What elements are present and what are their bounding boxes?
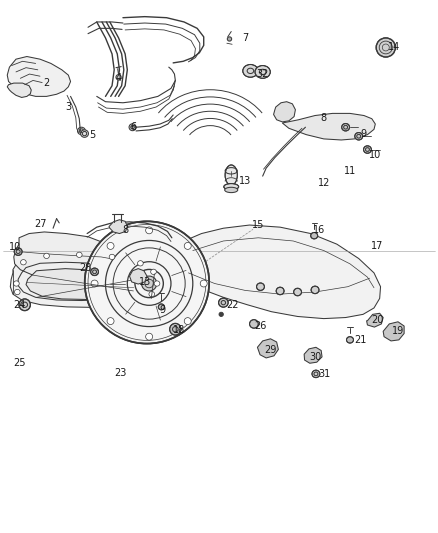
Polygon shape bbox=[304, 348, 322, 364]
Ellipse shape bbox=[129, 124, 136, 131]
Text: 10: 10 bbox=[9, 243, 21, 252]
Text: 13: 13 bbox=[139, 278, 151, 287]
Ellipse shape bbox=[146, 333, 152, 340]
Ellipse shape bbox=[276, 287, 284, 295]
Text: 24: 24 bbox=[13, 300, 25, 310]
Polygon shape bbox=[130, 269, 147, 284]
Ellipse shape bbox=[141, 276, 157, 291]
Ellipse shape bbox=[14, 289, 20, 295]
Ellipse shape bbox=[14, 281, 19, 286]
Text: 22: 22 bbox=[226, 300, 238, 310]
Polygon shape bbox=[11, 254, 159, 308]
Ellipse shape bbox=[91, 280, 98, 287]
Ellipse shape bbox=[85, 221, 209, 344]
Text: 8: 8 bbox=[321, 112, 327, 123]
Ellipse shape bbox=[184, 318, 191, 325]
Text: 26: 26 bbox=[254, 321, 267, 331]
Text: 27: 27 bbox=[35, 219, 47, 229]
Ellipse shape bbox=[311, 232, 318, 239]
Ellipse shape bbox=[346, 337, 353, 343]
Ellipse shape bbox=[107, 243, 114, 249]
Ellipse shape bbox=[243, 64, 258, 77]
Text: 5: 5 bbox=[89, 130, 95, 140]
Ellipse shape bbox=[21, 260, 26, 265]
Text: 25: 25 bbox=[13, 358, 25, 368]
Ellipse shape bbox=[312, 370, 320, 377]
Text: 16: 16 bbox=[313, 225, 325, 236]
Ellipse shape bbox=[293, 288, 301, 296]
Ellipse shape bbox=[78, 127, 85, 135]
Ellipse shape bbox=[376, 38, 396, 57]
Ellipse shape bbox=[19, 299, 30, 311]
Text: 20: 20 bbox=[371, 314, 383, 325]
Polygon shape bbox=[7, 56, 71, 96]
Ellipse shape bbox=[219, 312, 223, 317]
Polygon shape bbox=[383, 322, 404, 341]
Text: 14: 14 bbox=[388, 43, 400, 52]
Text: 4: 4 bbox=[116, 73, 122, 83]
Ellipse shape bbox=[81, 130, 88, 138]
Ellipse shape bbox=[91, 268, 99, 276]
Text: 17: 17 bbox=[371, 241, 383, 251]
Text: 9: 9 bbox=[159, 305, 165, 315]
Text: 19: 19 bbox=[392, 326, 404, 336]
Ellipse shape bbox=[109, 254, 115, 260]
Text: 3: 3 bbox=[65, 102, 71, 112]
Ellipse shape bbox=[44, 253, 49, 259]
Ellipse shape bbox=[200, 280, 207, 287]
Ellipse shape bbox=[154, 281, 160, 286]
Text: 12: 12 bbox=[318, 177, 330, 188]
Text: 7: 7 bbox=[242, 33, 248, 43]
Text: 6: 6 bbox=[131, 122, 137, 132]
Text: 9: 9 bbox=[360, 128, 366, 139]
Text: 23: 23 bbox=[115, 368, 127, 378]
Text: 11: 11 bbox=[344, 166, 356, 176]
Ellipse shape bbox=[158, 304, 164, 310]
Ellipse shape bbox=[138, 261, 143, 266]
Ellipse shape bbox=[146, 227, 152, 234]
Text: 21: 21 bbox=[355, 335, 367, 345]
Ellipse shape bbox=[225, 165, 237, 185]
Text: 31: 31 bbox=[318, 369, 331, 379]
Polygon shape bbox=[184, 225, 381, 319]
Text: 2: 2 bbox=[43, 78, 49, 88]
Ellipse shape bbox=[107, 318, 114, 325]
Text: 30: 30 bbox=[310, 352, 322, 362]
Ellipse shape bbox=[342, 124, 350, 131]
Text: 8: 8 bbox=[122, 225, 128, 236]
Ellipse shape bbox=[311, 286, 319, 294]
Ellipse shape bbox=[149, 292, 155, 297]
Text: 32: 32 bbox=[257, 69, 269, 79]
Ellipse shape bbox=[184, 243, 191, 249]
Polygon shape bbox=[26, 269, 135, 300]
Polygon shape bbox=[14, 232, 112, 278]
Polygon shape bbox=[109, 220, 127, 233]
Text: 29: 29 bbox=[264, 345, 277, 356]
Polygon shape bbox=[7, 83, 31, 98]
Ellipse shape bbox=[227, 37, 232, 41]
Ellipse shape bbox=[364, 146, 371, 154]
Ellipse shape bbox=[257, 283, 265, 290]
Ellipse shape bbox=[250, 320, 258, 328]
Ellipse shape bbox=[170, 324, 181, 335]
Ellipse shape bbox=[77, 252, 82, 257]
Polygon shape bbox=[283, 114, 375, 140]
Ellipse shape bbox=[219, 298, 228, 307]
Text: 13: 13 bbox=[239, 176, 251, 187]
Ellipse shape bbox=[14, 248, 22, 255]
Ellipse shape bbox=[355, 133, 363, 140]
Polygon shape bbox=[274, 102, 295, 122]
Polygon shape bbox=[258, 339, 279, 358]
Text: 10: 10 bbox=[369, 150, 381, 160]
Ellipse shape bbox=[116, 75, 121, 80]
Polygon shape bbox=[367, 313, 383, 327]
Ellipse shape bbox=[224, 183, 239, 190]
Text: 15: 15 bbox=[252, 220, 265, 230]
Text: 28: 28 bbox=[80, 263, 92, 272]
Ellipse shape bbox=[151, 269, 156, 274]
Text: 18: 18 bbox=[173, 325, 185, 335]
Ellipse shape bbox=[225, 187, 238, 192]
Ellipse shape bbox=[255, 66, 270, 78]
